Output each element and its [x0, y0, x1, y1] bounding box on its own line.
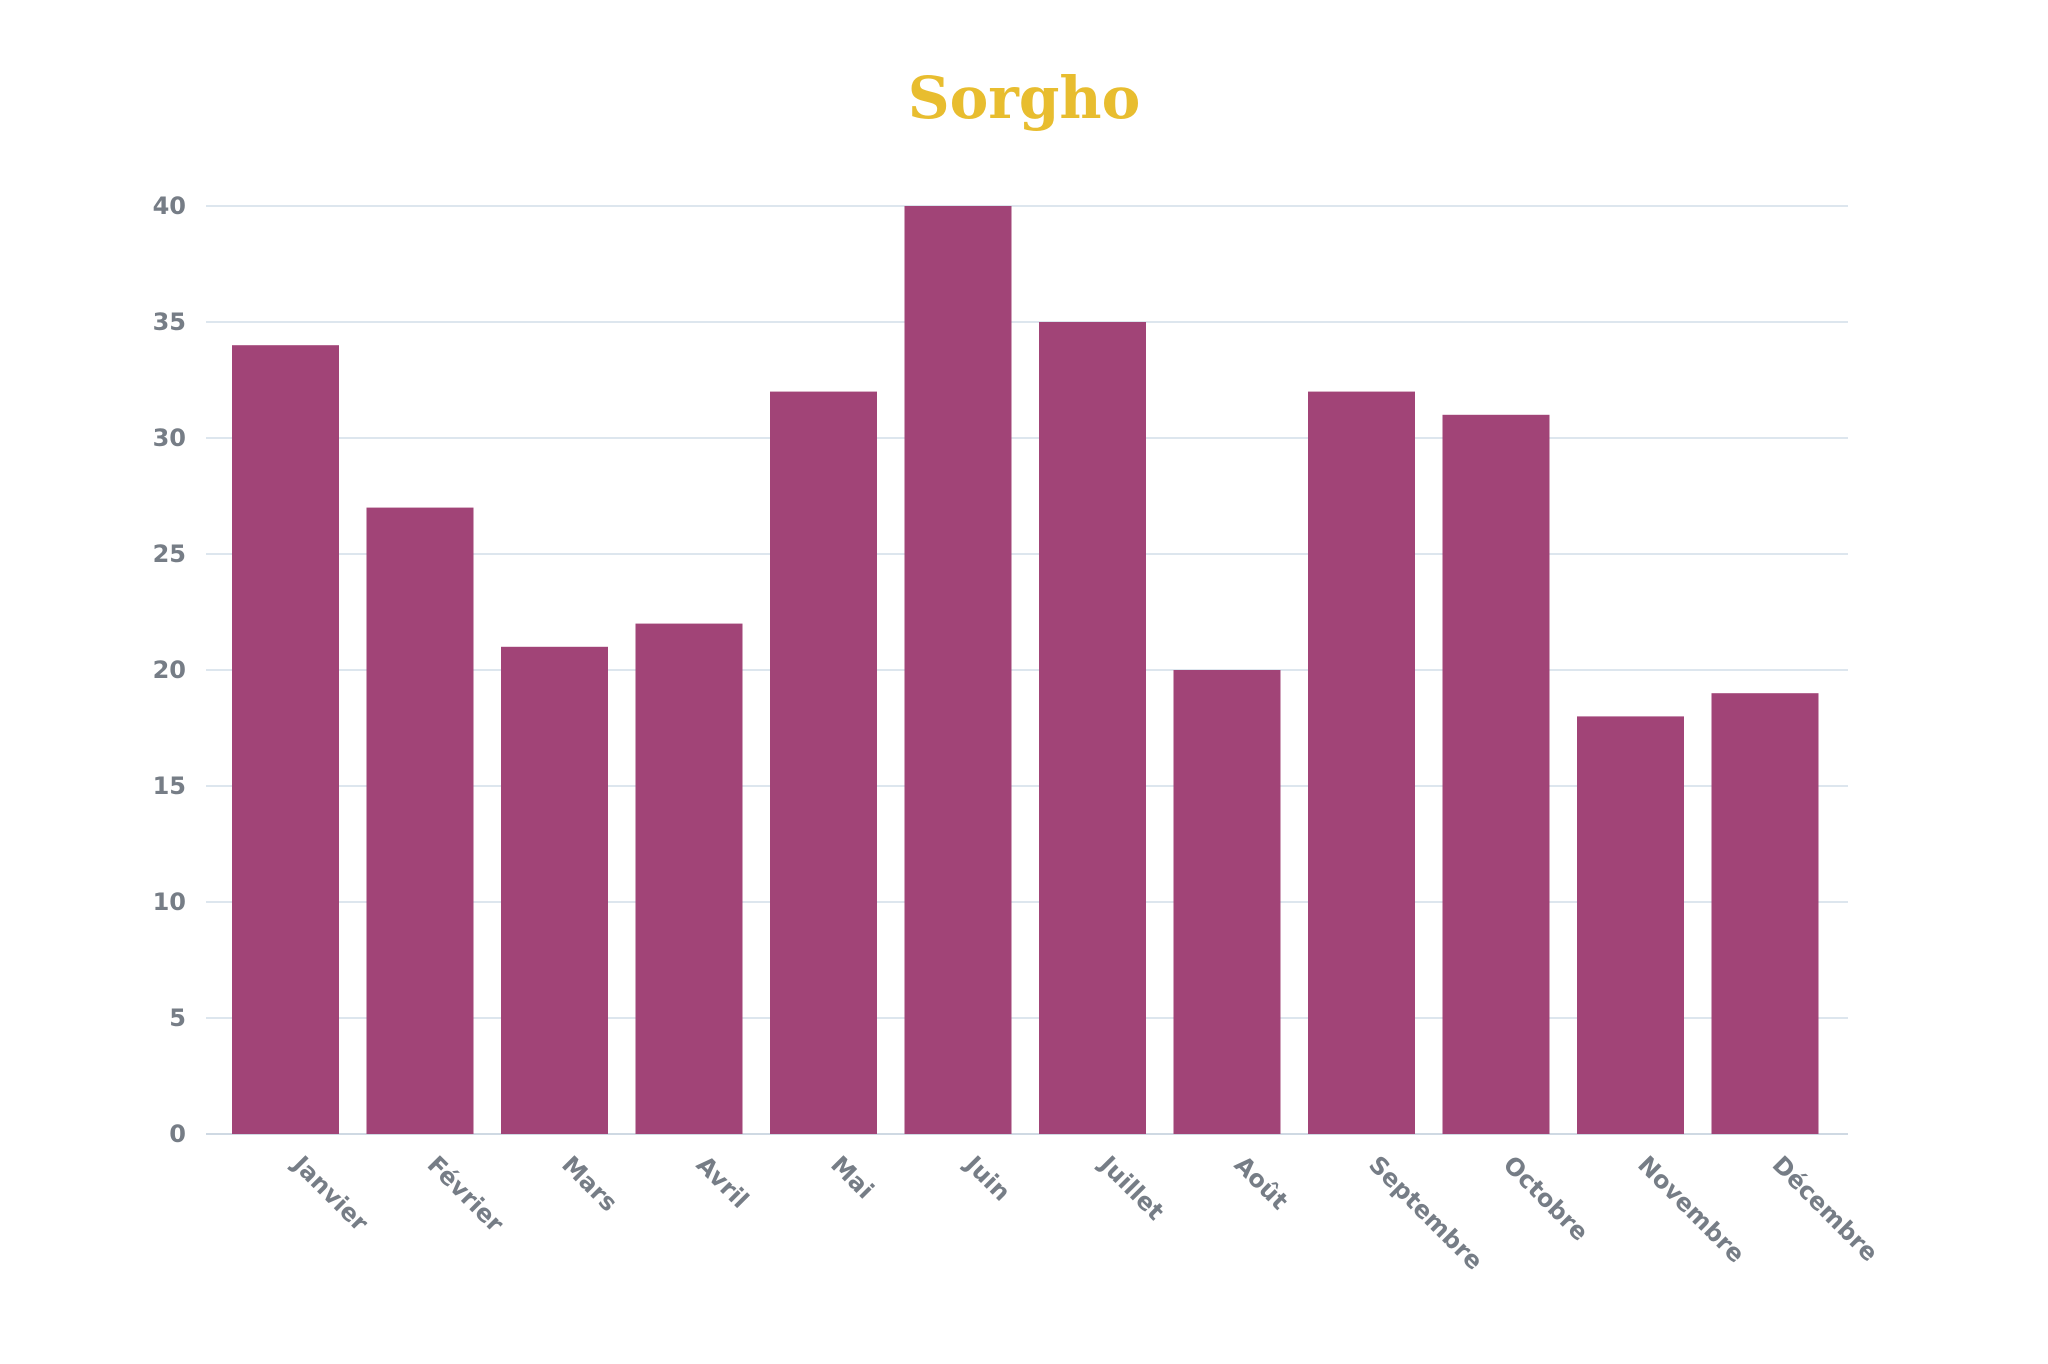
x-tick-label: Mars: [556, 1150, 623, 1217]
x-tick-label: Février: [422, 1150, 509, 1237]
bars: [232, 206, 1819, 1135]
x-tick-label: Décembre: [1767, 1150, 1884, 1267]
bar-août: [1173, 670, 1281, 1134]
y-tick-label: 30: [153, 424, 186, 452]
bar-septembre: [1308, 391, 1415, 1135]
bar-juin: [904, 206, 1012, 1134]
grid-lines: [206, 205, 1848, 1135]
chart-title: Sorgho: [908, 64, 1141, 132]
y-tick-label: 0: [169, 1120, 186, 1148]
bar-octobre: [1442, 414, 1550, 1134]
x-tick-label: Mai: [825, 1150, 879, 1204]
x-tick-label: Septembre: [1363, 1150, 1488, 1275]
bar-novembre: [1577, 716, 1684, 1134]
x-axis-ticks: Janvier Février Mars Avril Mai Juin Juillet Aoû…: [286, 1149, 1884, 1275]
x-tick-label: Janvier: [286, 1149, 374, 1237]
y-tick-label: 10: [153, 888, 186, 916]
x-tick-label: Juin: [958, 1149, 1016, 1207]
y-tick-label: 40: [153, 192, 186, 220]
bar-avril: [635, 623, 743, 1134]
bar-juillet: [1039, 322, 1146, 1134]
x-tick-label: Novembre: [1632, 1150, 1750, 1268]
x-tick-label: Juillet: [1093, 1149, 1170, 1226]
bar-mai: [770, 391, 877, 1135]
y-axis-ticks: 0 5 10 15 20 25 30 35 40: [153, 192, 186, 1148]
x-tick-label: Octobre: [1498, 1150, 1594, 1246]
x-tick-label: Août: [1229, 1150, 1294, 1215]
y-tick-label: 5: [169, 1004, 186, 1032]
bar-mars: [501, 646, 608, 1134]
bar-janvier: [232, 345, 339, 1134]
y-tick-label: 20: [153, 656, 186, 684]
y-tick-label: 35: [153, 308, 186, 336]
x-tick-label: Avril: [691, 1150, 754, 1213]
y-tick-label: 25: [153, 540, 186, 568]
y-tick-label: 15: [153, 772, 186, 800]
bar-décembre: [1711, 693, 1819, 1134]
bar-février: [366, 507, 474, 1135]
